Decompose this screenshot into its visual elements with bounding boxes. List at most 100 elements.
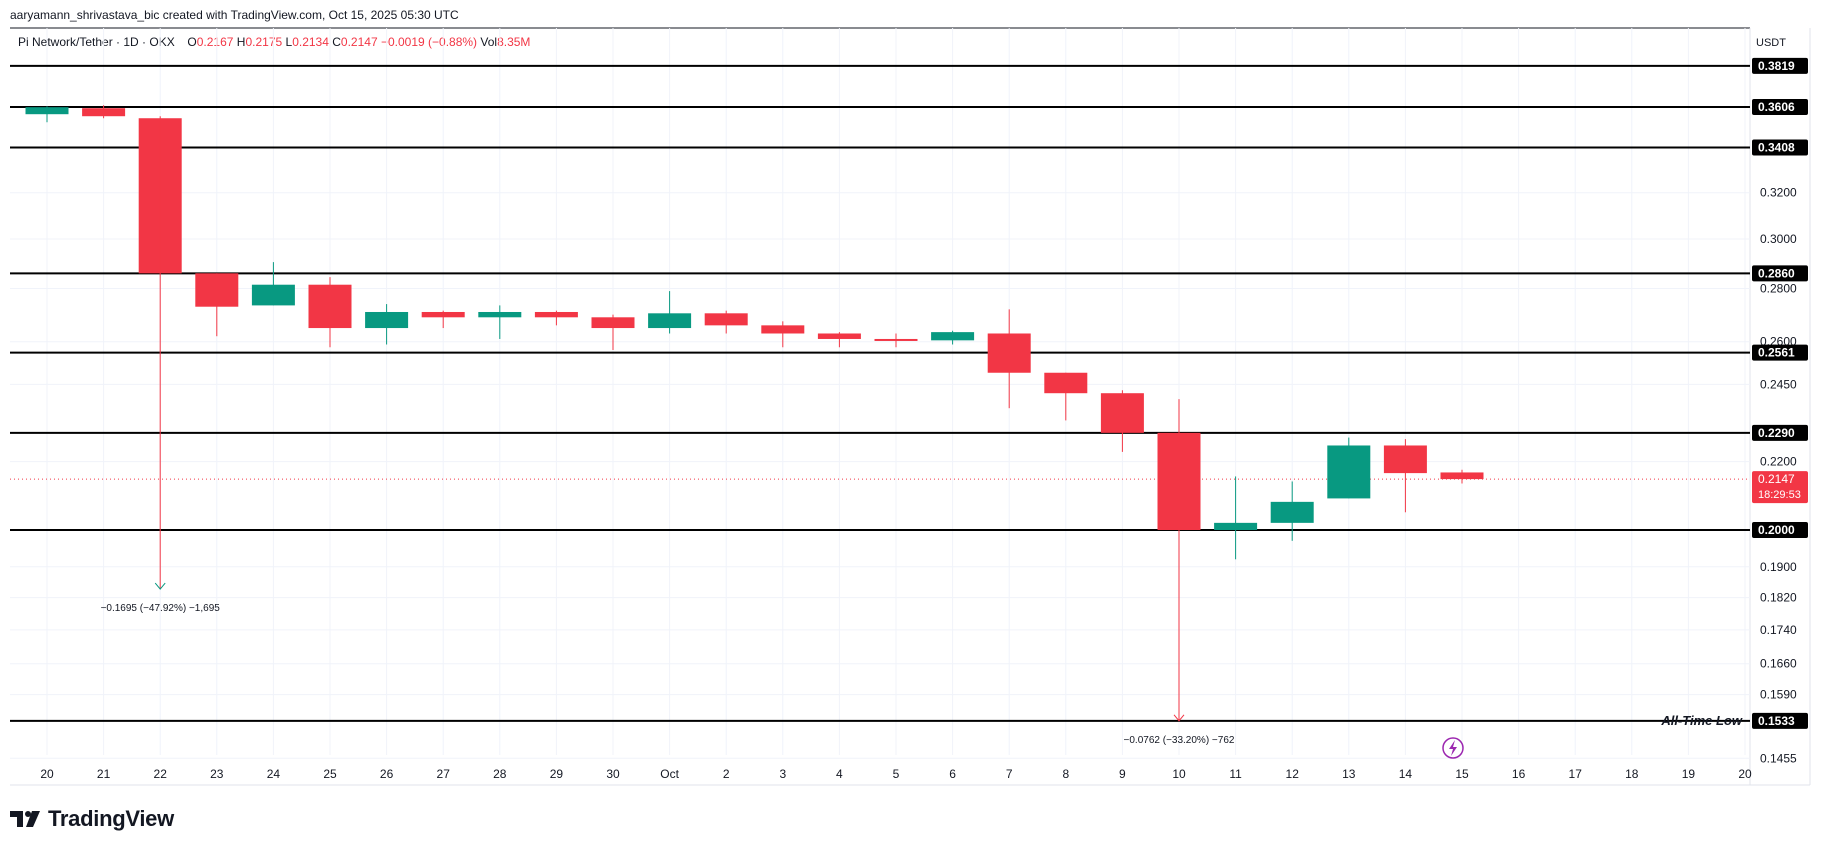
level-price-label: 0.2000	[1758, 523, 1795, 537]
candle-body[interactable]	[648, 313, 692, 329]
level-price-label: 0.3606	[1758, 100, 1795, 114]
x-tick-label: 20	[40, 767, 54, 781]
candle-body[interactable]	[1383, 445, 1427, 474]
x-tick-label: 29	[550, 767, 564, 781]
level-price-tag	[1752, 265, 1808, 282]
candle-body[interactable]	[421, 311, 465, 318]
x-tick-label: 9	[1119, 767, 1126, 781]
level-price-tag	[1752, 424, 1808, 441]
level-price-label: 0.2290	[1758, 426, 1795, 440]
candle-body[interactable]	[1327, 445, 1371, 499]
current-price-tag	[1752, 471, 1808, 504]
lightning-icon[interactable]	[1442, 737, 1464, 759]
x-tick-label: 3	[779, 767, 786, 781]
measure-arrow-head	[1173, 714, 1185, 722]
x-tick-label: 7	[1006, 767, 1013, 781]
price-tick-label: 0.2800	[1760, 282, 1797, 296]
candle-body[interactable]	[1100, 393, 1144, 433]
candle-body[interactable]	[761, 325, 805, 334]
x-tick-label: 19	[1682, 767, 1696, 781]
x-tick-label: 13	[1342, 767, 1356, 781]
candle-body[interactable]	[591, 317, 635, 329]
price-tick-label: 0.1740	[1760, 623, 1797, 637]
low-label: L	[285, 35, 293, 49]
high-label: H	[236, 35, 246, 49]
level-price-label: 0.2561	[1758, 346, 1795, 360]
candle-body[interactable]	[1044, 372, 1088, 394]
x-tick-label: 4	[836, 767, 843, 781]
measure-label: −0.0762 (−33.20%) −762	[1124, 735, 1235, 746]
tradingview-logo-text: TradingView	[48, 806, 174, 831]
open-label: O	[187, 35, 197, 49]
price-tick-label: 0.1660	[1760, 657, 1797, 671]
price-tick-label: 0.1900	[1760, 560, 1797, 574]
candle-body[interactable]	[195, 273, 239, 307]
close-value: 0.2147	[340, 35, 378, 49]
volume-label: Vol	[480, 35, 498, 49]
candle-body[interactable]	[365, 311, 409, 329]
level-price-tag	[1752, 522, 1808, 538]
candle-body[interactable]	[704, 313, 748, 326]
level-price-label: 0.3819	[1758, 59, 1795, 73]
x-tick-label: 2	[723, 767, 730, 781]
x-tick-label: 23	[210, 767, 224, 781]
candle-body[interactable]	[534, 311, 578, 318]
x-tick-label: 24	[267, 767, 281, 781]
candle-body[interactable]	[1214, 522, 1258, 530]
candle-body[interactable]	[817, 333, 861, 339]
candle-body[interactable]	[308, 284, 352, 329]
x-tick-label: 18	[1625, 767, 1639, 781]
tradingview-logo-icon	[10, 811, 40, 827]
candle-body[interactable]	[25, 107, 69, 115]
candle-body[interactable]	[82, 108, 126, 117]
x-tick-label: 12	[1286, 767, 1300, 781]
candle-body[interactable]	[478, 311, 522, 318]
x-tick-label: 26	[380, 767, 394, 781]
x-tick-label: 20	[1738, 767, 1752, 781]
candle-body[interactable]	[874, 338, 918, 341]
x-tick-label: 17	[1569, 767, 1583, 781]
level-price-label: 0.3408	[1758, 141, 1795, 155]
x-tick-label: 14	[1399, 767, 1413, 781]
current-price-label: 0.2147	[1758, 472, 1795, 486]
change-value: −0.0019 (−0.88%)	[380, 35, 478, 49]
price-tick-label: 0.1820	[1760, 591, 1797, 605]
x-tick-label: 6	[949, 767, 956, 781]
level-price-tag	[1752, 139, 1808, 156]
x-tick-label: Oct	[660, 767, 679, 781]
measure-arrow-head	[154, 582, 166, 590]
bar-countdown-label: 18:29:53	[1758, 489, 1801, 501]
close-label: C	[332, 35, 341, 49]
x-tick-label: 16	[1512, 767, 1526, 781]
price-tick-label: 0.2200	[1760, 455, 1797, 469]
chart-attribution: aaryamann_shrivastava_bic created with T…	[10, 8, 459, 22]
price-tick-label: 0.2450	[1760, 377, 1797, 391]
level-price-tag	[1752, 57, 1808, 74]
x-tick-label: 25	[323, 767, 337, 781]
tradingview-logo[interactable]: TradingView	[10, 806, 174, 832]
price-tick-label: 0.3200	[1760, 186, 1797, 200]
measure-label: −0.1695 (−47.92%) −1,695	[101, 603, 221, 614]
x-tick-label: 21	[97, 767, 111, 781]
candle-body[interactable]	[1440, 472, 1484, 480]
volume-value: 8.35M	[497, 35, 531, 49]
candle-body[interactable]	[251, 284, 295, 306]
currency-label[interactable]: USDT	[1756, 37, 1786, 49]
x-tick-label: 5	[893, 767, 900, 781]
level-price-tag	[1752, 712, 1808, 729]
level-price-tag	[1752, 99, 1808, 115]
x-tick-label: 15	[1455, 767, 1469, 781]
price-tick-label: 0.1590	[1760, 688, 1797, 702]
lightning-icon-bolt	[1449, 740, 1457, 756]
candle-body[interactable]	[931, 332, 975, 341]
x-tick-label: 27	[437, 767, 451, 781]
open-value: 0.2167	[196, 35, 234, 49]
candle-body[interactable]	[987, 333, 1031, 373]
candle-body[interactable]	[1270, 501, 1314, 523]
price-tick-label: 0.3000	[1760, 232, 1797, 246]
x-tick-label: 30	[606, 767, 620, 781]
all-time-low-annotation: All-Time Low	[1660, 713, 1743, 728]
level-price-label: 0.1533	[1758, 714, 1795, 728]
symbol-name[interactable]: Pi Network/Tether · 1D · OKX	[18, 35, 175, 49]
